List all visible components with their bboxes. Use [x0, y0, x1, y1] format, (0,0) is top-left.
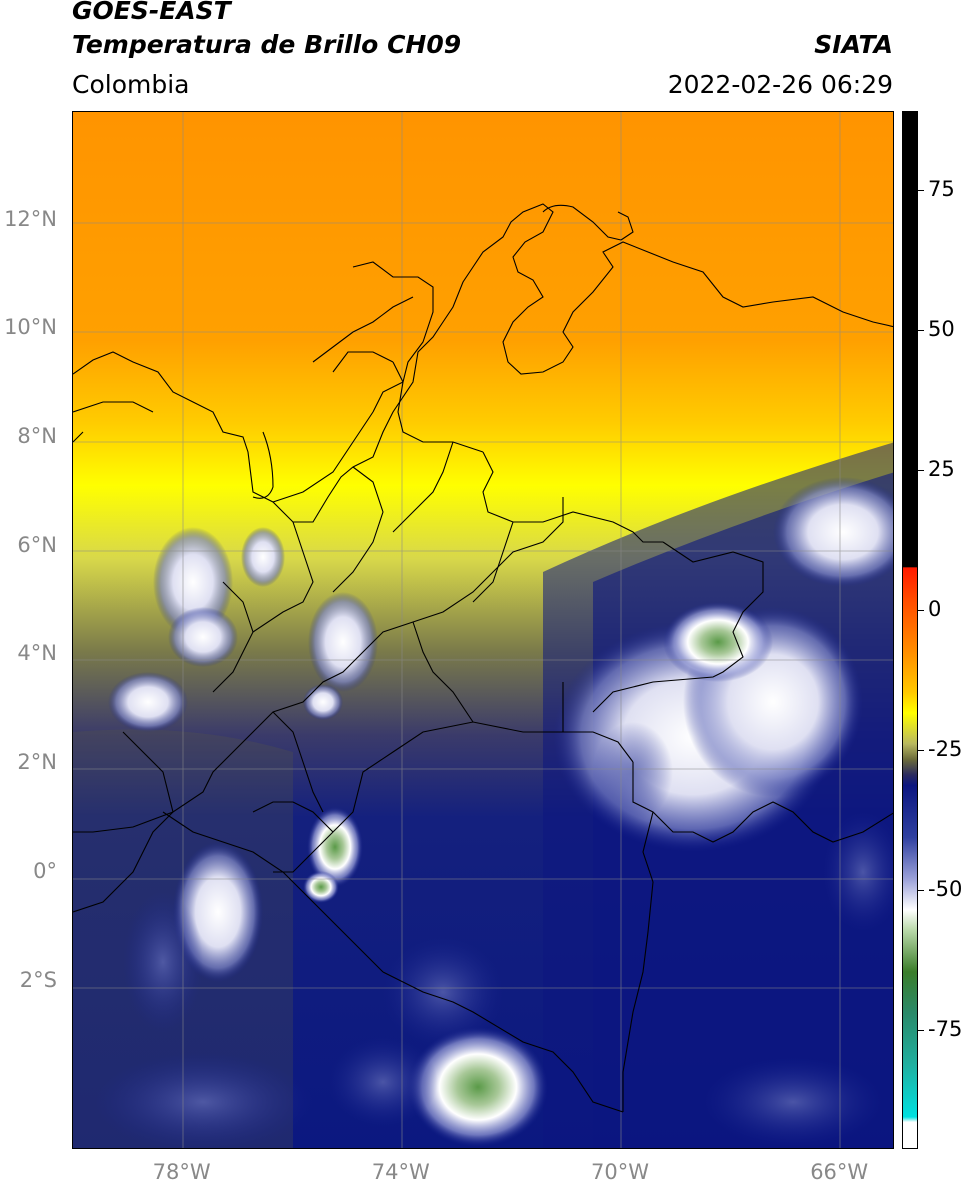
latitude-label: 12°N — [4, 206, 57, 231]
longitude-label: 78°W — [152, 1160, 211, 1184]
satellite-title: GOES-EAST — [72, 0, 231, 25]
satellite-map — [72, 111, 894, 1149]
product-title: Temperatura de Brillo CH09 — [72, 30, 462, 59]
latitude-label: 0° — [33, 858, 57, 883]
colorbar — [902, 111, 918, 1149]
latitude-label: 4°N — [17, 641, 57, 666]
longitude-label: 74°W — [371, 1160, 430, 1184]
colorbar-tick-label: -50 — [928, 877, 963, 902]
colorbar-tick-label: -25 — [928, 737, 963, 762]
longitude-label: 66°W — [810, 1160, 869, 1184]
colorbar-tick-label: 50 — [928, 317, 955, 342]
latitude-label: 2°S — [19, 967, 57, 992]
colorbar-tick — [918, 890, 924, 892]
datetime-label: 2022-02-26 06:29 — [667, 70, 893, 99]
latitude-label: 8°N — [17, 424, 57, 449]
brightness-temperature-image — [73, 112, 893, 1148]
colorbar-tick — [918, 610, 924, 612]
colorbar-tick — [918, 470, 924, 472]
colorbar-tick-label: 25 — [928, 457, 955, 482]
colorbar-tick — [918, 1030, 924, 1032]
latitude-label: 2°N — [17, 750, 57, 775]
longitude-label: 70°W — [591, 1160, 649, 1184]
colorbar-tick — [918, 330, 924, 332]
colorbar-tick-label: -75 — [928, 1017, 963, 1042]
colorbar-tick-label: 75 — [928, 177, 955, 202]
colorbar-tick-label: 0 — [928, 597, 942, 622]
colorbar-tick — [918, 190, 924, 192]
region-label: Colombia — [72, 70, 190, 99]
colorbar-tick — [918, 750, 924, 752]
latitude-label: 10°N — [4, 315, 57, 340]
agency-label: SIATA — [814, 30, 893, 59]
latitude-label: 6°N — [17, 532, 57, 557]
boundaries — [73, 203, 893, 1113]
